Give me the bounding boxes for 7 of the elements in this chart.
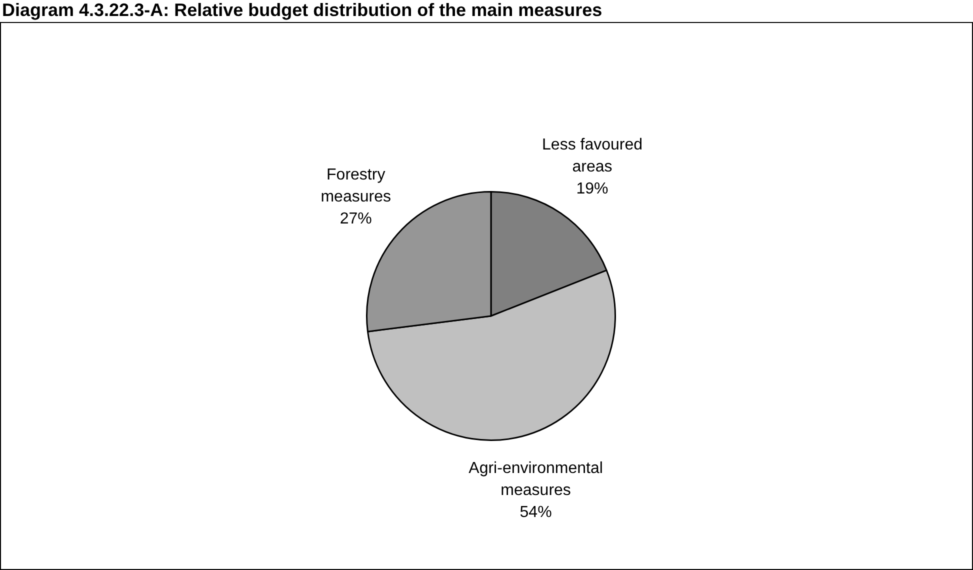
- data-label: 19%: [576, 180, 608, 198]
- data-label: 54%: [520, 504, 552, 521]
- chart-title: Diagram 4.3.22.3-A: Relative budget distribution of the main measures: [1, 0, 604, 20]
- slice-label: Agri-environmental measures: [468, 460, 603, 499]
- slice-label: Forestry measures: [320, 166, 391, 206]
- data-label: 27%: [340, 210, 372, 228]
- slice-label: Less favoured areas: [542, 136, 643, 176]
